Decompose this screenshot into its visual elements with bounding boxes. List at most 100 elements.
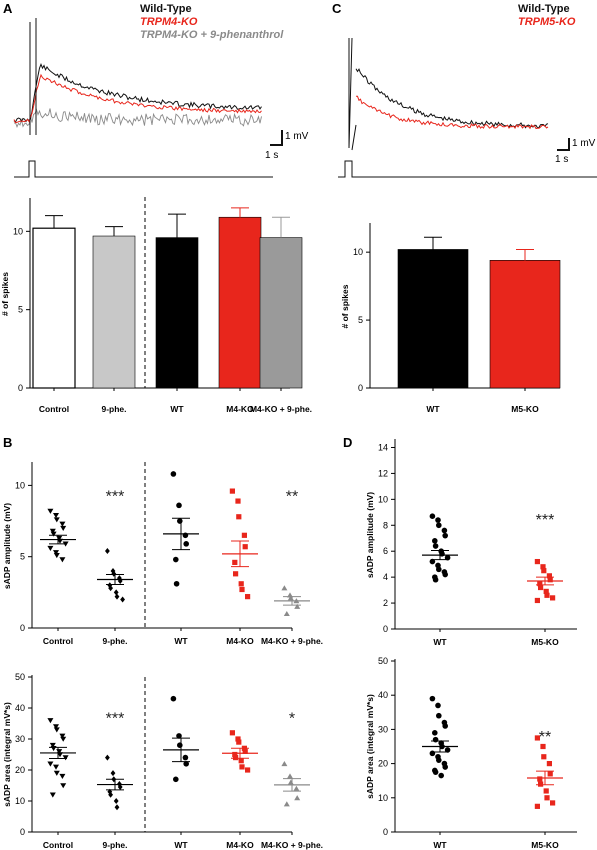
- data-point-m5-ko: [544, 795, 550, 801]
- data-point-wt: [177, 742, 183, 748]
- data-point-wt: [429, 750, 436, 757]
- data-point-wt: [438, 772, 445, 779]
- y-tick-label: 10: [378, 793, 388, 803]
- legend-a-trpm4-ko-9phe: TRPM4-KO + 9-phenanthrol: [140, 29, 284, 41]
- y-tick-label: 0: [358, 383, 363, 393]
- data-point-m4-ko: [235, 736, 241, 742]
- y-tick-label: 40: [378, 690, 388, 700]
- y-tick-label: 10: [15, 480, 25, 490]
- y-axis-label: # of spikes: [340, 284, 350, 328]
- data-point-m4-ko-9-phe: [294, 795, 301, 801]
- y-tick-label: 5: [358, 315, 363, 325]
- data-point-wt: [441, 527, 448, 534]
- data-point-m5-ko: [550, 595, 556, 601]
- scale-bar-a: [270, 130, 283, 146]
- y-tick-label: 0: [18, 383, 23, 393]
- data-point-wt: [444, 554, 451, 561]
- data-point-m4-ko-9-phe: [283, 801, 290, 807]
- data-point-wt: [429, 695, 436, 702]
- data-point-wt: [176, 733, 182, 739]
- y-tick-label: 10: [13, 226, 23, 236]
- data-point-control: [47, 761, 54, 767]
- data-point-9-phe: [105, 754, 110, 761]
- x-tick-label-m4-ko: M4-KO: [226, 636, 254, 646]
- data-point-wt: [173, 580, 180, 587]
- y-axis-label: sADP area (integral mV*s): [365, 694, 375, 799]
- data-point-wt: [436, 712, 442, 719]
- data-point-m5-ko: [546, 761, 552, 767]
- chart-b-amplitude: 0 5 10 sADP amplitude (mV) Control 9-phe. WT M4…: [2, 462, 323, 646]
- data-point-control: [47, 545, 54, 551]
- data-point-9-phe: [120, 596, 125, 603]
- y-tick-label: 4: [383, 572, 388, 582]
- y-tick-label: 0: [383, 827, 388, 837]
- data-point-m5-ko: [534, 735, 540, 741]
- data-point-control: [49, 792, 56, 798]
- data-point-control: [53, 764, 59, 770]
- y-tick-label: 10: [378, 494, 388, 504]
- y-axis-label: sADP amplitude (mV): [365, 492, 375, 578]
- data-point-wt: [435, 702, 441, 709]
- data-point-wt: [432, 769, 439, 775]
- data-point-wt: [183, 541, 189, 547]
- data-point-m5-ko: [540, 743, 546, 750]
- data-point-wt: [432, 543, 439, 549]
- stimulus-protocol-a: [14, 160, 273, 178]
- data-point-9-phe: [117, 780, 122, 787]
- panel-label-c: C: [332, 1, 342, 16]
- panel-label-b: B: [3, 435, 12, 450]
- x-tick-label-control: Control: [43, 636, 73, 646]
- significance-marker: *: [289, 710, 295, 727]
- y-tick-label: 30: [378, 724, 388, 734]
- x-tick-label-m4-ko: M4-KO: [226, 840, 254, 850]
- data-point-m5-ko: [541, 568, 547, 574]
- bar-m5-ko: [489, 260, 561, 389]
- data-point-m4-ko: [232, 559, 238, 565]
- data-point-wt: [436, 757, 442, 763]
- data-point-m4-ko: [242, 748, 248, 754]
- significance-marker: ***: [106, 710, 125, 727]
- y-tick-label: 5: [18, 305, 23, 315]
- data-point-m5-ko: [543, 588, 549, 594]
- data-point-control: [53, 517, 60, 523]
- data-point-control: [62, 755, 69, 761]
- data-point-control: [59, 733, 66, 739]
- data-point-wt: [435, 517, 441, 523]
- x-tick-label-9-phe: 9-phe.: [102, 840, 127, 850]
- data-point-control: [60, 736, 67, 742]
- x-tick-label-wt: WT: [426, 404, 440, 414]
- y-tick-label: 6: [383, 546, 388, 556]
- x-tick-label-m4-ko-9-phe: M4-KO + 9-phe.: [261, 636, 323, 646]
- bar-wt: [155, 237, 199, 389]
- data-point-m5-ko: [538, 584, 544, 591]
- data-point-m4-ko: [241, 532, 247, 538]
- significance-marker: **: [286, 488, 298, 505]
- data-point-9-phe: [108, 585, 113, 592]
- data-point-m5-ko: [537, 776, 543, 782]
- x-tick-label-wt: WT: [174, 840, 188, 850]
- data-point-control: [53, 513, 59, 519]
- y-axis-label: sADP amplitude (mV): [2, 503, 12, 589]
- y-axis-label: # of spikes: [0, 272, 10, 316]
- data-point-control: [60, 525, 67, 531]
- y-tick-label: 10: [353, 247, 363, 257]
- data-point-wt: [442, 764, 449, 770]
- x-tick-label-m4-ko: M4-KO: [226, 404, 254, 414]
- panel-label-d: D: [343, 435, 352, 450]
- y-tick-label: 0: [20, 827, 25, 837]
- data-point-9-phe: [105, 547, 110, 554]
- data-point-m4-ko: [239, 586, 245, 593]
- bar-9-phe: [92, 235, 136, 389]
- data-point-control: [47, 508, 54, 514]
- data-point-m5-ko: [538, 781, 544, 787]
- data-point-control: [50, 746, 57, 752]
- data-point-m4-ko-9-phe: [287, 779, 294, 785]
- scale-c-time: 1 s: [555, 154, 568, 165]
- data-point-wt: [182, 754, 189, 761]
- x-tick-label-wt: WT: [433, 840, 447, 850]
- trace-a-9-phenanthrol: [13, 108, 262, 129]
- data-point-m5-ko: [541, 754, 547, 760]
- data-point-m4-ko-9-phe: [294, 603, 301, 609]
- data-point-m4-ko-9-phe: [293, 785, 300, 791]
- data-point-control: [47, 718, 54, 724]
